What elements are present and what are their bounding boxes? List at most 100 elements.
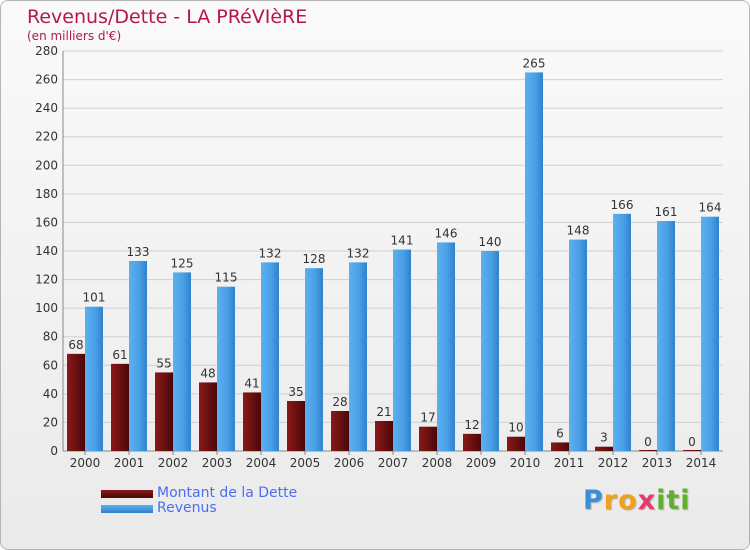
data-label-revenus: 265 <box>523 56 546 70</box>
y-tick-label: 40 <box>43 387 58 401</box>
data-label-dette: 6 <box>556 426 564 440</box>
bar-dette <box>463 433 481 451</box>
legend-swatch-revenus <box>101 505 153 513</box>
x-tick-label: 2005 <box>290 456 321 470</box>
data-label-dette: 17 <box>420 411 435 425</box>
data-label-revenus: 132 <box>259 246 282 260</box>
data-label-dette: 61 <box>112 348 127 362</box>
bar-revenus <box>525 72 543 451</box>
y-tick-label: 120 <box>35 273 58 287</box>
data-label-dette: 48 <box>200 366 215 380</box>
bar-dette <box>111 363 129 451</box>
bar-dette <box>243 392 261 451</box>
bar-revenus <box>437 242 455 451</box>
data-label-dette: 12 <box>464 418 479 432</box>
logo-letter: o <box>618 485 638 516</box>
bar-revenus <box>349 262 367 451</box>
y-tick-label: 260 <box>35 73 58 87</box>
y-tick-label: 140 <box>35 244 58 258</box>
bar-dette <box>155 372 173 451</box>
bar-revenus <box>613 213 631 451</box>
logo-letter: i <box>656 485 667 516</box>
x-tick-label: 2010 <box>510 456 541 470</box>
data-label-revenus: 141 <box>391 234 414 248</box>
y-tick-label: 200 <box>35 158 58 172</box>
data-label-revenus: 164 <box>699 201 722 215</box>
y-tick-label: 240 <box>35 101 58 115</box>
bar-revenus <box>657 221 675 451</box>
proxiti-logo: Proxiti <box>583 485 691 516</box>
y-tick-label: 220 <box>35 130 58 144</box>
data-label-dette: 35 <box>288 385 303 399</box>
x-tick-label: 2003 <box>202 456 233 470</box>
data-label-revenus: 128 <box>303 252 326 266</box>
data-label-dette: 28 <box>332 395 347 409</box>
x-tick-label: 2001 <box>114 456 145 470</box>
data-label-revenus: 161 <box>655 205 678 219</box>
legend-label-revenus: Revenus <box>157 500 217 516</box>
bar-dette <box>683 450 701 451</box>
x-tick-label: 2008 <box>422 456 453 470</box>
y-tick-label: 160 <box>35 215 58 229</box>
bar-revenus <box>569 239 587 451</box>
data-label-revenus: 148 <box>567 224 590 238</box>
x-tick-label: 2000 <box>70 456 101 470</box>
data-label-revenus: 132 <box>347 246 370 260</box>
bar-dette <box>507 436 525 451</box>
y-tick-label: 60 <box>43 358 58 372</box>
chart-subtitle: (en milliers d'€) <box>27 29 122 43</box>
logo-letter: x <box>637 485 657 516</box>
data-label-dette: 0 <box>688 435 696 449</box>
data-label-revenus: 115 <box>215 271 238 285</box>
data-label-revenus: 125 <box>171 256 194 270</box>
bar-dette <box>67 353 85 451</box>
data-label-revenus: 133 <box>127 245 150 259</box>
data-label-dette: 55 <box>156 356 171 370</box>
bar-revenus <box>481 251 499 451</box>
bar-revenus <box>85 306 103 451</box>
logo-letter: i <box>680 485 691 516</box>
logo-letter: t <box>666 485 681 516</box>
logo-letter: P <box>583 485 604 516</box>
legend-label-dette: Montant de la Dette <box>157 485 298 501</box>
bar-dette <box>375 421 393 451</box>
data-label-revenus: 146 <box>435 226 458 240</box>
legend-swatch-dette <box>101 490 153 498</box>
y-tick-label: 0 <box>50 444 58 458</box>
bar-dette <box>639 450 657 451</box>
bar-revenus <box>217 286 235 451</box>
bar-dette <box>287 401 305 451</box>
y-tick-label: 180 <box>35 187 58 201</box>
bar-revenus <box>305 268 323 451</box>
data-label-dette: 3 <box>600 431 608 445</box>
bar-revenus <box>173 272 191 451</box>
x-tick-label: 2013 <box>642 456 673 470</box>
data-label-dette: 10 <box>508 421 523 435</box>
bar-dette <box>331 411 349 451</box>
data-label-revenus: 101 <box>83 291 106 305</box>
bar-revenus <box>129 261 147 451</box>
x-tick-label: 2011 <box>554 456 585 470</box>
data-label-dette: 21 <box>376 405 391 419</box>
y-tick-label: 280 <box>35 44 58 58</box>
data-label-dette: 68 <box>68 338 83 352</box>
x-tick-label: 2009 <box>466 456 497 470</box>
x-tick-label: 2007 <box>378 456 409 470</box>
x-tick-label: 2006 <box>334 456 365 470</box>
data-label-revenus: 166 <box>611 198 634 212</box>
bar-dette <box>595 446 613 451</box>
x-tick-label: 2012 <box>598 456 629 470</box>
bar-dette <box>551 442 569 451</box>
x-tick-label: 2002 <box>158 456 189 470</box>
chart-title: Revenus/Dette - LA PRéVIèRE <box>27 6 308 28</box>
y-tick-label: 20 <box>43 415 58 429</box>
x-tick-label: 2014 <box>686 456 717 470</box>
bar-revenus <box>393 249 411 451</box>
y-tick-label: 80 <box>43 330 58 344</box>
bar-dette <box>199 382 217 451</box>
data-label-revenus: 140 <box>479 235 502 249</box>
logo-letter: r <box>603 485 619 516</box>
data-label-dette: 41 <box>244 376 259 390</box>
